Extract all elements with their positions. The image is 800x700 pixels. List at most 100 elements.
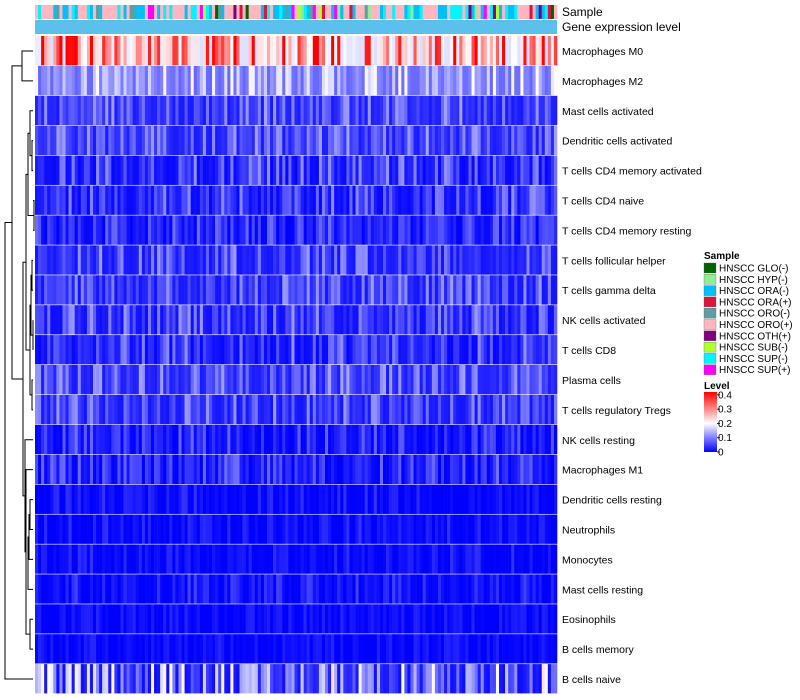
heatmap-cell <box>257 514 262 544</box>
heatmap-cell <box>276 365 280 395</box>
heatmap-cell <box>367 155 372 185</box>
heatmap-cell <box>358 544 362 574</box>
heatmap-cell <box>361 36 365 66</box>
heatmap-cell <box>270 155 274 185</box>
heatmap-cell <box>395 394 399 425</box>
heatmap-cell <box>486 664 491 694</box>
heatmap-cell <box>492 604 497 634</box>
heatmap-cell <box>535 65 539 96</box>
heatmap-cell <box>343 454 347 485</box>
heatmap-cell <box>230 544 234 574</box>
heatmap-cell <box>404 36 408 66</box>
heatmap-cell <box>123 155 127 185</box>
heatmap-cell <box>404 514 408 544</box>
heatmap-cell <box>471 65 475 96</box>
heatmap-cell <box>35 275 39 305</box>
heatmap-cell <box>129 514 133 544</box>
heatmap-cell <box>495 454 500 485</box>
heatmap-cell <box>239 454 243 485</box>
heatmap-cell <box>502 634 506 664</box>
heatmap-cell <box>294 664 298 694</box>
sample-annotation-cell <box>425 5 430 19</box>
sample-annotation-cell <box>352 5 356 19</box>
expression-annotation-label: Gene expression level <box>562 20 681 34</box>
sample-annotation-cell <box>370 5 375 19</box>
heatmap-cell <box>83 454 88 485</box>
heatmap-cell <box>465 305 469 335</box>
heatmap-cell <box>499 36 503 66</box>
heatmap-cell <box>492 544 497 574</box>
heatmap-cell <box>532 484 536 514</box>
heatmap-cell <box>431 574 436 604</box>
heatmap-cell <box>407 514 411 544</box>
heatmap-cell <box>486 185 491 215</box>
heatmap-cell <box>224 65 228 96</box>
heatmap-cell <box>361 454 365 485</box>
heatmap-cell <box>370 65 375 96</box>
heatmap-cell <box>480 95 485 126</box>
heatmap-cell <box>251 275 256 305</box>
heatmap-cell <box>514 125 518 156</box>
heatmap-cell <box>129 65 133 96</box>
heatmap-cell <box>462 95 466 126</box>
heatmap-cell <box>257 424 262 455</box>
heatmap-cell <box>123 36 127 66</box>
sample-annotation-cell <box>303 5 307 19</box>
heatmap-cell <box>535 275 539 305</box>
heatmap-cell <box>474 574 478 604</box>
heatmap-cell <box>47 634 51 664</box>
heatmap-cell <box>59 245 63 275</box>
heatmap-cell <box>431 185 436 215</box>
heatmap-cell <box>318 484 323 514</box>
heatmap-cell <box>151 125 155 156</box>
heatmap-cell <box>209 454 213 485</box>
heatmap-cell <box>62 424 66 455</box>
heatmap-cell <box>257 125 262 156</box>
heatmap-cell <box>263 365 268 395</box>
heatmap-cell <box>141 245 146 275</box>
heatmap-cell <box>416 604 420 634</box>
heatmap-cell <box>334 544 338 574</box>
sample-annotation-cell <box>422 5 427 19</box>
heatmap-cell <box>260 335 265 365</box>
heatmap-cell <box>193 634 198 664</box>
heatmap-cell <box>459 245 463 275</box>
heatmap-cell <box>224 305 228 335</box>
heatmap-cell <box>416 634 420 664</box>
heatmap-cell <box>154 484 158 514</box>
heatmap-cell <box>453 365 457 395</box>
heatmap-cell <box>511 305 515 335</box>
heatmap-cell <box>227 544 231 574</box>
heatmap-cell <box>486 634 491 664</box>
heatmap-cell <box>349 604 353 634</box>
heatmap-cell <box>465 95 469 126</box>
heatmap-cell <box>318 215 323 245</box>
heatmap-cell <box>71 65 75 96</box>
heatmap-cell <box>242 424 246 455</box>
sample-annotation-cell <box>413 5 417 19</box>
heatmap-cell <box>462 215 466 245</box>
heatmap-cell <box>35 95 39 126</box>
heatmap-cell <box>526 36 530 66</box>
heatmap-cell <box>483 424 488 455</box>
heatmap-cell <box>135 155 140 185</box>
sample-annotation-cell <box>492 5 497 19</box>
heatmap-cell <box>160 484 164 514</box>
heatmap-cell <box>352 335 356 365</box>
heatmap-cell <box>154 514 158 544</box>
heatmap-cell <box>389 574 393 604</box>
heatmap-cell <box>422 36 427 66</box>
heatmap-cell <box>169 335 173 365</box>
heatmap-cell <box>462 36 466 66</box>
heatmap-cell <box>294 245 298 275</box>
heatmap-cell <box>502 514 506 544</box>
heatmap-cell <box>199 394 204 425</box>
heatmap-cell <box>404 305 408 335</box>
heatmap-cell <box>172 664 176 694</box>
heatmap-cell <box>331 634 335 664</box>
heatmap-cell <box>389 335 393 365</box>
heatmap-cell <box>163 95 167 126</box>
heatmap-cell <box>141 275 146 305</box>
heatmap-cell <box>489 424 494 455</box>
heatmap-cell <box>202 574 207 604</box>
